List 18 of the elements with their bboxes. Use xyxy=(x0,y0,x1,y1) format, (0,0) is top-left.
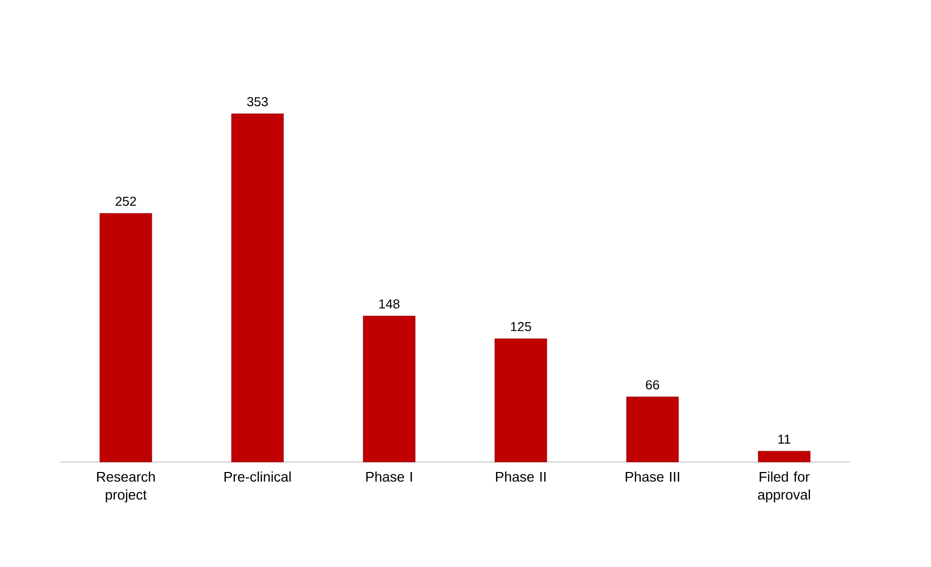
data-label: 353 xyxy=(247,97,268,106)
data-label: 252 xyxy=(116,196,136,206)
x-tick-label: Phase I xyxy=(366,471,412,482)
x-tick-label: Filed for approval xyxy=(758,471,810,502)
data-label: 148 xyxy=(379,299,400,308)
x-tick-label: Research project xyxy=(97,471,155,502)
bar xyxy=(494,338,548,462)
bar xyxy=(362,316,416,462)
x-tick-label: Phase II xyxy=(496,471,546,482)
data-label: 11 xyxy=(778,434,790,444)
data-label: 125 xyxy=(511,322,532,332)
x-tick-label: Pre-clinical xyxy=(224,471,291,482)
bar xyxy=(100,213,152,462)
bar xyxy=(231,114,284,462)
bar xyxy=(626,396,679,462)
bar xyxy=(758,450,810,462)
data-label: 66 xyxy=(646,380,660,390)
x-tick-label: Phase III xyxy=(626,471,680,482)
